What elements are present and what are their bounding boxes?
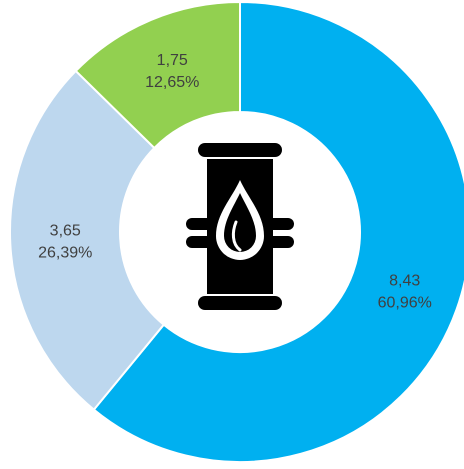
value-label: 3,65: [50, 223, 81, 240]
slice: [9, 69, 166, 412]
slice: [74, 0, 241, 150]
percent-label: 12,65%: [145, 74, 199, 91]
value-label: 1,75: [157, 52, 188, 69]
slices: [9, 0, 464, 463]
barrel-icon: [186, 143, 294, 310]
percent-label: 60,96%: [378, 294, 432, 311]
labels: 8,43 60,96% 3,65 26,39% 1,75 12,65%: [38, 52, 432, 311]
value-label: 8,43: [389, 272, 420, 289]
percent-label: 26,39%: [38, 245, 92, 262]
slice: [92, 0, 464, 463]
